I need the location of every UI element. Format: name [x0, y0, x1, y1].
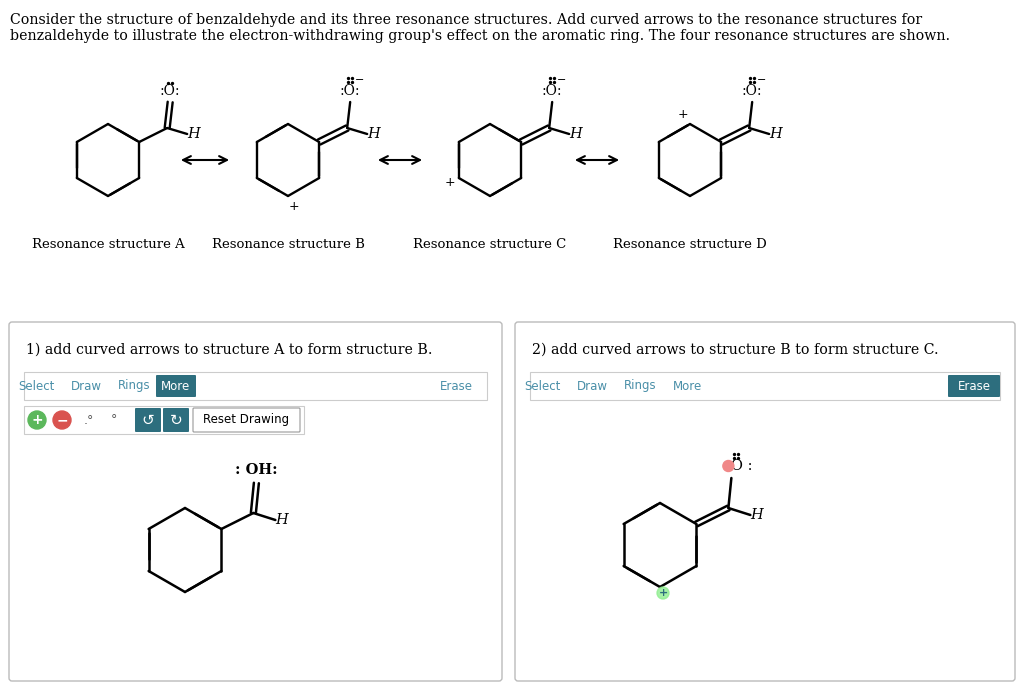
FancyBboxPatch shape	[530, 372, 1000, 400]
FancyBboxPatch shape	[193, 408, 300, 432]
FancyBboxPatch shape	[515, 322, 1015, 681]
Text: +: +	[444, 176, 455, 189]
Text: Rings: Rings	[118, 380, 151, 393]
Circle shape	[28, 411, 46, 429]
Text: +: +	[31, 413, 43, 427]
Circle shape	[53, 411, 71, 429]
Text: :O :: :O :	[726, 459, 753, 473]
Text: +: +	[658, 588, 668, 598]
Text: 2) add curved arrows to structure B to form structure C.: 2) add curved arrows to structure B to f…	[532, 343, 939, 357]
Text: H: H	[769, 127, 781, 141]
Text: Resonance structure A: Resonance structure A	[32, 238, 184, 251]
Text: benzaldehyde to illustrate the electron-withdrawing group's effect on the aromat: benzaldehyde to illustrate the electron-…	[10, 29, 950, 43]
Text: H: H	[275, 513, 288, 527]
Text: 1) add curved arrows to structure A to form structure B.: 1) add curved arrows to structure A to f…	[26, 343, 432, 357]
Text: :O:: :O:	[340, 84, 360, 98]
Text: :O:: :O:	[542, 84, 562, 98]
Text: Select: Select	[17, 380, 54, 393]
FancyBboxPatch shape	[163, 408, 189, 432]
Text: ↺: ↺	[141, 413, 155, 428]
Text: −: −	[56, 413, 68, 427]
FancyBboxPatch shape	[9, 322, 502, 681]
Text: +: +	[678, 107, 688, 120]
Text: Consider the structure of benzaldehyde and its three resonance structures. Add c: Consider the structure of benzaldehyde a…	[10, 13, 923, 27]
Text: +: +	[289, 199, 299, 212]
FancyBboxPatch shape	[135, 408, 161, 432]
Text: :O:: :O:	[742, 84, 763, 98]
Text: Reset Drawing: Reset Drawing	[203, 413, 289, 426]
Text: .°: .°	[84, 413, 94, 426]
Text: : OH:: : OH:	[236, 463, 278, 477]
Text: ↻: ↻	[170, 413, 182, 428]
Text: H: H	[568, 127, 582, 141]
Text: Resonance structure B: Resonance structure B	[212, 238, 365, 251]
FancyBboxPatch shape	[24, 372, 487, 400]
Text: Resonance structure C: Resonance structure C	[414, 238, 566, 251]
Text: °: °	[111, 413, 117, 426]
Text: More: More	[674, 380, 702, 393]
Text: −: −	[757, 75, 766, 85]
FancyBboxPatch shape	[156, 375, 196, 397]
Text: H: H	[367, 127, 380, 141]
Text: −: −	[556, 75, 566, 85]
Text: :O:: :O:	[160, 84, 180, 98]
Text: H: H	[186, 127, 200, 141]
Text: H: H	[750, 508, 763, 522]
Text: Draw: Draw	[71, 380, 101, 393]
Circle shape	[657, 587, 669, 599]
FancyBboxPatch shape	[24, 406, 304, 434]
Text: More: More	[162, 380, 190, 393]
Text: −: −	[354, 75, 364, 85]
FancyBboxPatch shape	[948, 375, 1000, 397]
Text: Erase: Erase	[439, 380, 472, 393]
Text: Resonance structure D: Resonance structure D	[613, 238, 767, 251]
Text: Rings: Rings	[624, 380, 656, 393]
Text: Erase: Erase	[957, 380, 990, 393]
Circle shape	[723, 460, 734, 471]
Text: Draw: Draw	[577, 380, 607, 393]
Text: Select: Select	[524, 380, 560, 393]
